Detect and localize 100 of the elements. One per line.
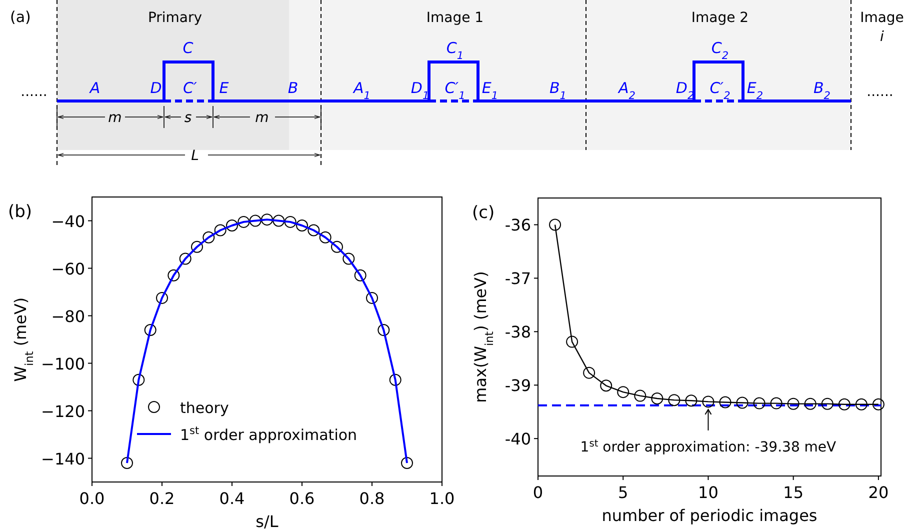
chart-title: (b): [8, 202, 32, 222]
text: B$_{2}$: [814, 79, 831, 102]
text: Image i: [860, 10, 904, 45]
point: [719, 396, 732, 408]
x-tick-label: 0.8: [359, 489, 385, 508]
point: [566, 336, 578, 348]
point: [634, 390, 646, 402]
text: C$_{2}$: [711, 39, 729, 62]
point: [651, 392, 664, 404]
x-tick-label: 0: [532, 483, 544, 502]
text: E$_{1}$: [482, 79, 498, 102]
text: B: [288, 79, 298, 97]
point: [549, 218, 562, 231]
point: [179, 252, 192, 265]
text: L: [191, 148, 199, 164]
text: E$_{2}$: [746, 79, 764, 102]
x-tick-label: 20: [868, 483, 889, 502]
point: [319, 231, 332, 244]
x-tick-label: 0.0: [79, 489, 105, 508]
annotation: 1$^{st}$ order approximation: -39.38 meV: [580, 438, 837, 456]
text: s: [184, 110, 192, 126]
point: [668, 394, 680, 406]
x-tick-label: 5: [618, 483, 628, 502]
x-tick-label: 0.4: [219, 489, 245, 508]
chart-title: (c): [472, 203, 495, 223]
point: [770, 397, 782, 410]
text: (a): [10, 8, 31, 26]
point: [308, 224, 320, 236]
point: [583, 366, 596, 379]
text: C: [182, 39, 194, 57]
text: D: [150, 79, 162, 97]
point: [702, 396, 714, 408]
legend-label: 1$^{st}$ order approximation: [180, 425, 358, 444]
point: [284, 216, 296, 228]
point: [331, 240, 343, 253]
x-tick-label: 0.6: [289, 489, 315, 508]
point: [132, 374, 145, 386]
text: m: [108, 110, 122, 126]
point: [366, 292, 378, 304]
text: C′: [183, 79, 198, 97]
text: C′$_{2}$: [710, 79, 731, 102]
y-tick-label: −140: [41, 449, 85, 468]
point: [736, 396, 748, 409]
point: [787, 398, 800, 410]
y-tick-label: −120: [41, 402, 85, 421]
y-tick-label: −60: [51, 259, 85, 278]
x-axis-title: number of periodic images: [602, 506, 818, 525]
text: Primary: [148, 10, 202, 26]
x-tick-label: 10: [698, 483, 718, 502]
point: [389, 374, 402, 386]
point: [272, 214, 285, 227]
point: [202, 231, 215, 244]
point: [872, 398, 884, 410]
y-tick-label: −40: [51, 212, 85, 231]
text: A: [88, 79, 100, 97]
point: [168, 269, 180, 282]
text: C′$_{1}$: [444, 79, 466, 102]
y-tick-label: −80: [51, 306, 85, 326]
point: [191, 240, 203, 253]
point: [600, 380, 612, 392]
y-tick-label: -39: [504, 376, 531, 396]
x-axis-title: s/L: [256, 512, 278, 531]
point: [214, 224, 226, 236]
y-tick-label: −100: [41, 354, 85, 374]
y-tick-label: -40: [504, 430, 531, 449]
text: ......: [866, 84, 894, 100]
y-tick-label: -38: [504, 322, 531, 342]
point: [378, 324, 390, 336]
text: C$_{1}$: [446, 39, 464, 62]
text: Image 1: [426, 10, 484, 26]
text: A$_{1}$: [352, 79, 370, 102]
y-tick-label: -37: [504, 269, 531, 288]
point: [342, 252, 355, 265]
point: [144, 324, 156, 336]
point: [753, 397, 766, 410]
legend-label: theory: [180, 399, 229, 417]
text: B$_{1}$: [550, 79, 566, 102]
point: [226, 220, 238, 232]
y-tick-label: -36: [504, 216, 531, 235]
text: m: [255, 110, 269, 126]
x-tick-label: 15: [783, 483, 804, 502]
text: E: [219, 79, 230, 97]
text: A$_{2}$: [618, 79, 636, 102]
text: ......: [20, 84, 48, 100]
point: [121, 457, 133, 469]
text: D$_{1}$: [410, 79, 430, 102]
x-tick-label: 0.2: [149, 489, 175, 508]
point: [617, 386, 630, 398]
point: [821, 398, 834, 410]
x-tick-label: 1.0: [429, 489, 455, 508]
point: [238, 216, 250, 228]
text: Image 2: [691, 10, 749, 26]
point: [261, 214, 273, 226]
point: [296, 220, 308, 232]
point: [855, 398, 868, 410]
point: [804, 398, 816, 410]
point: [249, 214, 262, 227]
point: [685, 394, 698, 407]
point: [156, 292, 168, 304]
point: [838, 398, 850, 410]
